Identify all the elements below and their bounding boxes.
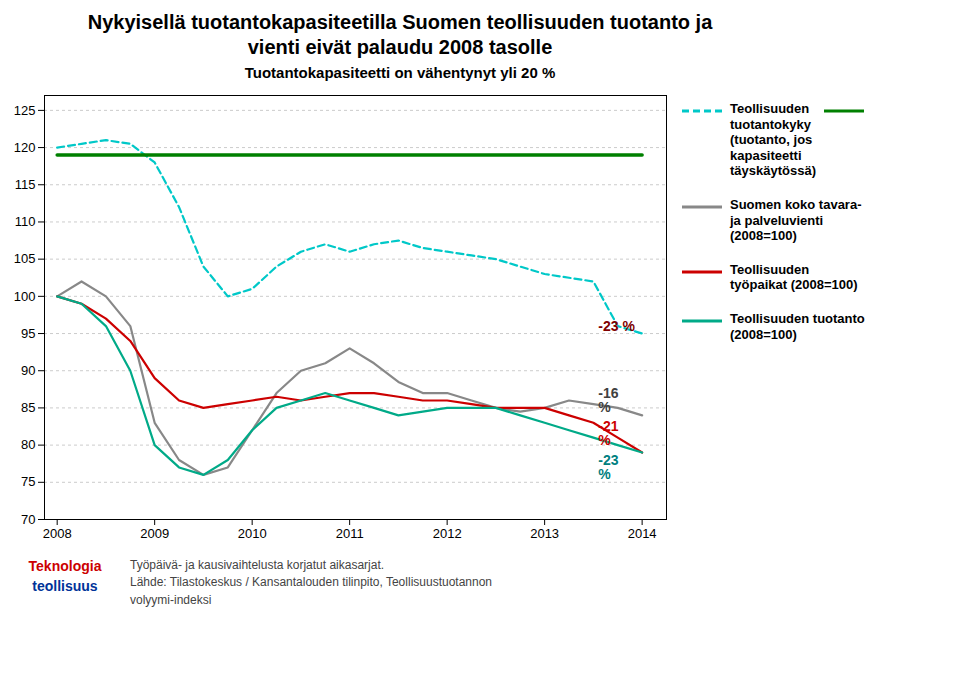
svg-text:-23 %: -23 % (598, 318, 635, 334)
html-text:Lähde: Tilastokeskus / Kansant: Lähde: Tilastokeskus / Kansantalouden ti… (130, 575, 492, 590)
html-text:Suomen koko tavara- ja palvelu: Suomen koko tavara- ja palveluvienti (20… (730, 197, 862, 244)
svg-text:-21%: -21% (598, 418, 618, 448)
svg-text:2010: 2010 (238, 526, 267, 541)
svg-text:-16%: -16% (598, 385, 618, 415)
svg-text:85: 85 (21, 400, 35, 415)
svg-text:2011: 2011 (336, 526, 364, 541)
svg-text:90: 90 (21, 363, 35, 378)
svg-text:75: 75 (21, 474, 35, 489)
svg-text:2014: 2014 (628, 526, 657, 541)
html-text:Teollisuuden tuotantokyky (tuo: Teollisuuden tuotantokyky (tuotanto, jos… (730, 101, 816, 179)
svg-text:2009: 2009 (140, 526, 169, 541)
html-text:teollisuus: teollisuus (32, 577, 98, 594)
svg-text:110: 110 (15, 214, 36, 229)
svg-text:100: 100 (14, 289, 36, 304)
svg-text:-23%: -23% (598, 452, 618, 482)
svg-text:80: 80 (21, 437, 35, 452)
svg-text:70: 70 (21, 512, 35, 527)
svg-text:95: 95 (21, 326, 35, 341)
html-text:Tuotantokapasiteetti on vähent: Tuotantokapasiteetti on vähentynyt yli 2… (244, 64, 556, 81)
svg-text:125: 125 (14, 103, 36, 118)
svg-text:105: 105 (14, 251, 36, 266)
html-text:Teollisuuden työpaikat (2008=1: Teollisuuden työpaikat (2008=100) (730, 261, 858, 293)
html-text:Työpäivä- ja kausivaihtelusta: Työpäivä- ja kausivaihtelusta korjatut a… (130, 558, 385, 572)
html-text:Teollisuuden tuotanto (2008=10: Teollisuuden tuotanto (2008=100) (730, 310, 865, 342)
svg-text:120: 120 (14, 140, 36, 155)
svg-text:2008: 2008 (43, 526, 72, 541)
html-text:volyymi-indeksi: volyymi-indeksi (130, 592, 212, 607)
svg-text:115: 115 (15, 177, 36, 192)
html-text:Nykyisellä tuotantokapasiteeti: Nykyisellä tuotantokapasiteetilla Suomen… (87, 11, 713, 58)
html-text:Teknologia: Teknologia (28, 558, 102, 574)
svg-text:2013: 2013 (530, 526, 559, 541)
svg-text:2012: 2012 (433, 526, 462, 541)
